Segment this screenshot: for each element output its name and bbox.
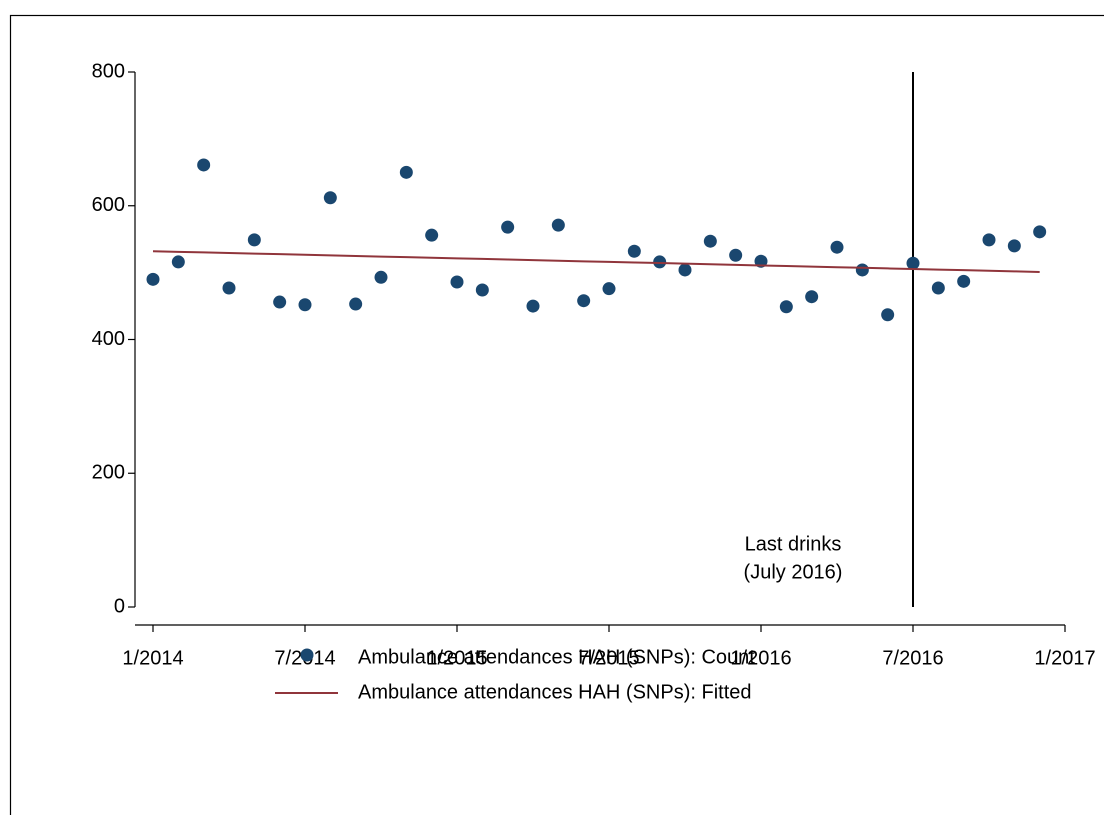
data-point: [678, 263, 692, 277]
x-tick-label: 1/2016: [730, 647, 791, 669]
legend-label: Ambulance attendances HAH (SNPs): Fitted: [358, 681, 752, 703]
data-point: [805, 290, 819, 304]
y-tick-label: 400: [92, 328, 125, 350]
data-point: [247, 233, 261, 247]
legend-marker: [300, 648, 314, 662]
x-tick-label: 1/2015: [426, 647, 487, 669]
data-point: [779, 300, 793, 314]
y-tick-label: 0: [114, 595, 125, 617]
data-point: [349, 297, 363, 311]
y-tick-label: 800: [92, 60, 125, 82]
data-point: [197, 158, 211, 172]
x-tick-label: 7/2016: [882, 647, 943, 669]
data-point: [399, 165, 413, 179]
data-point: [146, 272, 160, 286]
data-point: [906, 256, 920, 270]
data-point: [881, 308, 895, 322]
data-point: [855, 263, 869, 277]
data-point: [171, 255, 185, 269]
data-point: [703, 234, 717, 248]
data-point: [957, 274, 971, 288]
x-tick-label: 1/2014: [122, 647, 183, 669]
data-point: [653, 255, 667, 269]
data-point: [729, 248, 743, 262]
annotation-text: (July 2016): [744, 561, 843, 583]
chart-frame: [9, 14, 1104, 815]
y-tick-label: 600: [92, 194, 125, 216]
data-point: [627, 244, 641, 258]
data-point: [450, 275, 464, 289]
data-point: [298, 298, 312, 312]
x-tick-label: 7/2015: [578, 647, 639, 669]
data-point: [830, 240, 844, 254]
y-tick-label: 200: [92, 462, 125, 484]
legend-label: Ambulance attendances HAH (SNPs): Count: [358, 646, 755, 668]
data-point: [577, 294, 591, 308]
data-point: [374, 270, 388, 284]
data-point: [526, 299, 540, 313]
data-point: [931, 281, 945, 295]
data-point: [425, 228, 439, 242]
data-point: [1033, 225, 1047, 239]
data-point: [982, 233, 996, 247]
annotation-text: Last drinks: [745, 533, 842, 555]
fitted-line: [152, 250, 1040, 273]
data-point: [551, 218, 565, 232]
data-point: [1007, 239, 1021, 253]
data-point: [602, 282, 616, 296]
data-point: [222, 281, 236, 295]
x-tick-label: 1/2017: [1034, 647, 1095, 669]
data-point: [475, 283, 489, 297]
data-point: [501, 220, 515, 234]
data-point: [323, 191, 337, 205]
data-point: [273, 295, 287, 309]
